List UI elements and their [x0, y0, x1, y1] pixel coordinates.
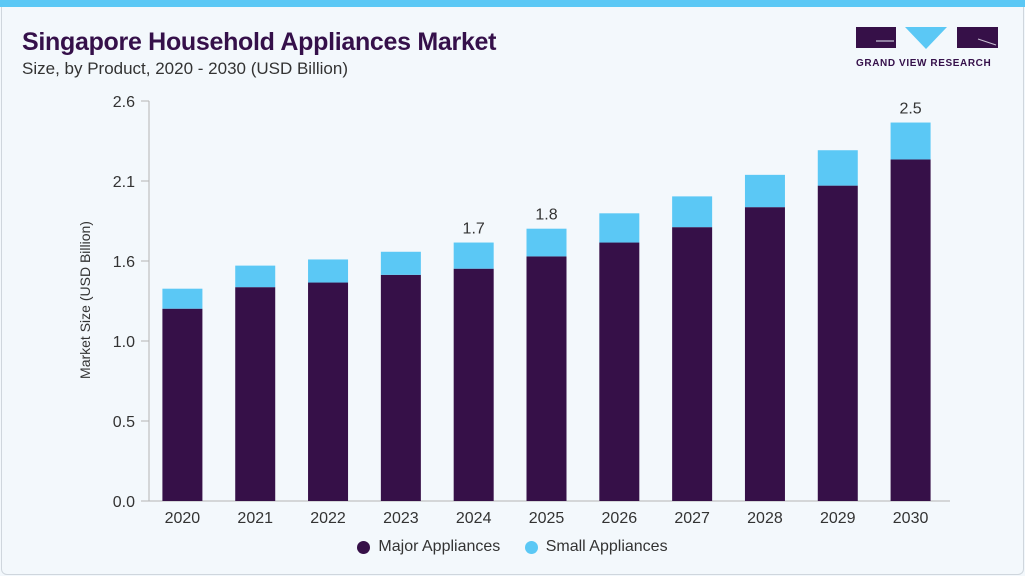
bar-major-2020 [162, 308, 203, 501]
y-tick-label: 0.5 [113, 414, 135, 431]
bar-major-2022 [308, 282, 349, 501]
chart-subtitle: Size, by Product, 2020 - 2030 (USD Billi… [22, 59, 348, 78]
x-tick-label: 2030 [893, 510, 929, 527]
chart-title: Singapore Household Appliances Market [22, 28, 497, 56]
x-tick-label: 2021 [237, 510, 273, 527]
legend-item-major[interactable]: Major Appliances [357, 538, 500, 556]
bar-small-2021 [235, 265, 276, 288]
chart-frame [1, 7, 1024, 575]
bar-major-2030 [890, 159, 931, 501]
bar-major-2023 [380, 274, 421, 501]
bar-small-2022 [308, 259, 349, 283]
legend-label-small: Small Appliances [545, 538, 668, 555]
y-tick-label: 2.1 [113, 174, 135, 191]
bar-small-2027 [672, 196, 713, 228]
bar-major-2026 [599, 242, 640, 502]
x-tick-label: 2025 [529, 510, 565, 527]
y-tick-label: 1.6 [113, 254, 135, 271]
legend: Major Appliances Small Appliances [0, 538, 1025, 559]
bar-major-2029 [817, 185, 858, 501]
data-label-2030: 2.5 [899, 101, 921, 118]
y-tick-label: 0.0 [113, 494, 135, 511]
bar-small-2020 [162, 288, 203, 309]
y-tick-label: 1.0 [113, 334, 135, 351]
x-tick-label: 2023 [383, 510, 419, 527]
bar-small-2030 [890, 122, 931, 160]
x-tick-label: 2024 [456, 510, 492, 527]
legend-label-major: Major Appliances [378, 538, 501, 555]
bar-major-2021 [235, 287, 276, 501]
bar-major-2027 [672, 227, 713, 501]
x-tick-label: 2029 [820, 510, 856, 527]
bar-major-2028 [744, 207, 785, 501]
legend-item-small[interactable]: Small Appliances [524, 538, 668, 556]
x-tick-label: 2028 [747, 510, 783, 527]
bar-small-2025 [526, 228, 567, 257]
bar-small-2024 [453, 242, 494, 269]
x-tick-label: 2022 [310, 510, 346, 527]
y-axis-title: Market Size (USD Billion) [77, 221, 93, 379]
legend-swatch-small [524, 540, 538, 554]
top-accent-bar [0, 0, 1025, 7]
x-tick-label: 2027 [674, 510, 710, 527]
bar-small-2029 [817, 150, 858, 186]
bar-major-2025 [526, 256, 567, 501]
logo-text: GRAND VIEW RESEARCH [856, 58, 992, 69]
bar-small-2028 [744, 174, 785, 208]
bar-small-2023 [380, 251, 421, 275]
grand-view-research-logo [856, 27, 998, 49]
x-tick-label: 2020 [165, 510, 201, 527]
x-tick-label: 2026 [602, 510, 638, 527]
bar-major-2024 [453, 268, 494, 501]
y-tick-label: 2.6 [113, 94, 135, 111]
bar-small-2026 [599, 213, 640, 243]
data-label-2024: 1.7 [463, 221, 485, 238]
data-label-2025: 1.8 [535, 207, 557, 224]
legend-swatch-major [357, 540, 371, 554]
